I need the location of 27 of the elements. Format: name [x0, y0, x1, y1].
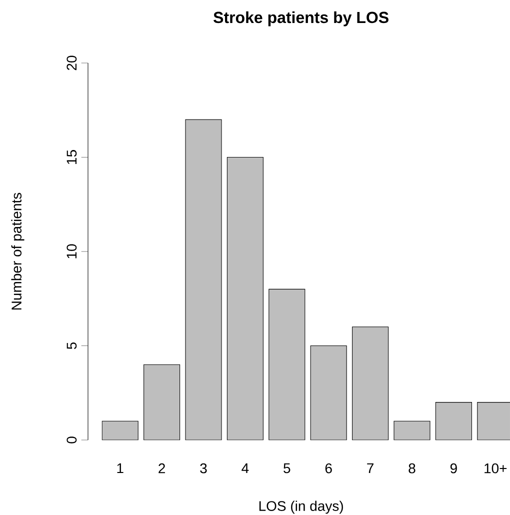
bar — [435, 402, 472, 440]
x-tick-label: 4 — [242, 463, 249, 474]
bar — [268, 288, 306, 440]
chart-title: Stroke patients by LOS — [214, 11, 388, 26]
x-tick-label: 8 — [408, 463, 416, 474]
bar — [102, 420, 138, 440]
y-tick-label: 20 — [66, 56, 77, 70]
x-tick-label: 5 — [284, 463, 290, 474]
x-tick-label: 1 — [117, 463, 124, 474]
bar — [144, 364, 180, 440]
y-tick-label: 10 — [66, 244, 77, 258]
y-tick-label: 5 — [66, 342, 77, 350]
bar — [394, 420, 430, 440]
x-tick-label: 3 — [200, 463, 207, 474]
x-axis-title: LOS (in days) — [259, 500, 343, 514]
x-tick-label: 7 — [367, 463, 374, 474]
y-tick-label: 0 — [66, 436, 77, 444]
bar — [226, 156, 264, 440]
bar — [185, 119, 222, 440]
x-tick-label: 2 — [158, 463, 165, 474]
x-tick-label: 6 — [325, 463, 332, 474]
bar — [310, 345, 347, 440]
y-tick-label: 15 — [66, 150, 77, 164]
bar — [352, 326, 389, 440]
y-axis-title: Number of patients — [11, 192, 24, 310]
x-tick-label: 10+ — [484, 463, 507, 474]
x-tick-label: 9 — [450, 463, 457, 474]
